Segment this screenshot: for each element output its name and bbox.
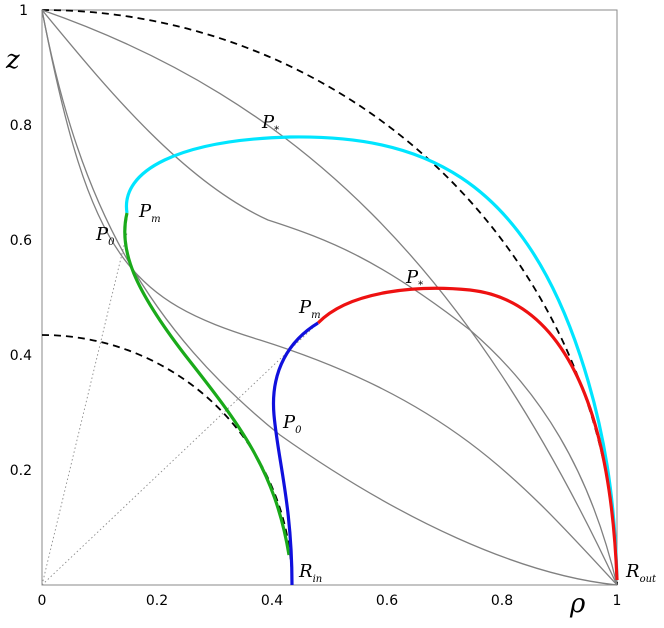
label-r-in: Rin xyxy=(298,561,322,585)
gray-curve-lower xyxy=(41,9,618,586)
x-tick-1: 0.2 xyxy=(146,593,168,609)
plot-frame xyxy=(41,9,618,586)
x-axis-name: ρ xyxy=(569,589,586,619)
label-p-0-lower: P0 xyxy=(282,412,302,436)
y-tick-0.4: 0.4 xyxy=(10,348,32,364)
outer-dashed-circle xyxy=(41,9,618,586)
gray-curve-middle xyxy=(41,9,618,586)
gray-curve-left xyxy=(41,9,618,586)
label-p-m-lower: Pm xyxy=(298,297,321,321)
y-tick-0.2: 0.2 xyxy=(10,463,32,479)
guide-line-inner xyxy=(41,322,319,586)
x-tick-4: 0.8 xyxy=(491,593,513,609)
x-tick-3: 0.6 xyxy=(376,593,398,609)
gray-curve-upper xyxy=(41,9,618,586)
x-tick-2: 0.4 xyxy=(261,593,283,609)
gray-curves xyxy=(41,9,618,586)
cyan-curve xyxy=(124,135,619,581)
blue-curve xyxy=(271,321,319,586)
label-p-0-upper: P0 xyxy=(95,224,115,248)
y-axis-name: z xyxy=(5,45,20,75)
x-tick-0: 0 xyxy=(38,593,47,609)
guide-line-outer xyxy=(41,232,128,586)
y-tick-0.6: 0.6 xyxy=(10,233,32,249)
label-r-out: Rout xyxy=(625,561,657,585)
label-p-m-upper: Pm xyxy=(138,201,161,225)
y-tick-1: 1 xyxy=(19,3,28,19)
y-tick-0.8: 0.8 xyxy=(10,118,32,134)
label-p-star-lower: P* xyxy=(405,267,423,291)
label-p-star-upper: P* xyxy=(261,112,279,136)
green-curve xyxy=(123,212,291,556)
red-curve xyxy=(316,286,619,581)
x-tick-5: 1 xyxy=(613,593,622,609)
inner-dashed-circle xyxy=(41,334,293,586)
